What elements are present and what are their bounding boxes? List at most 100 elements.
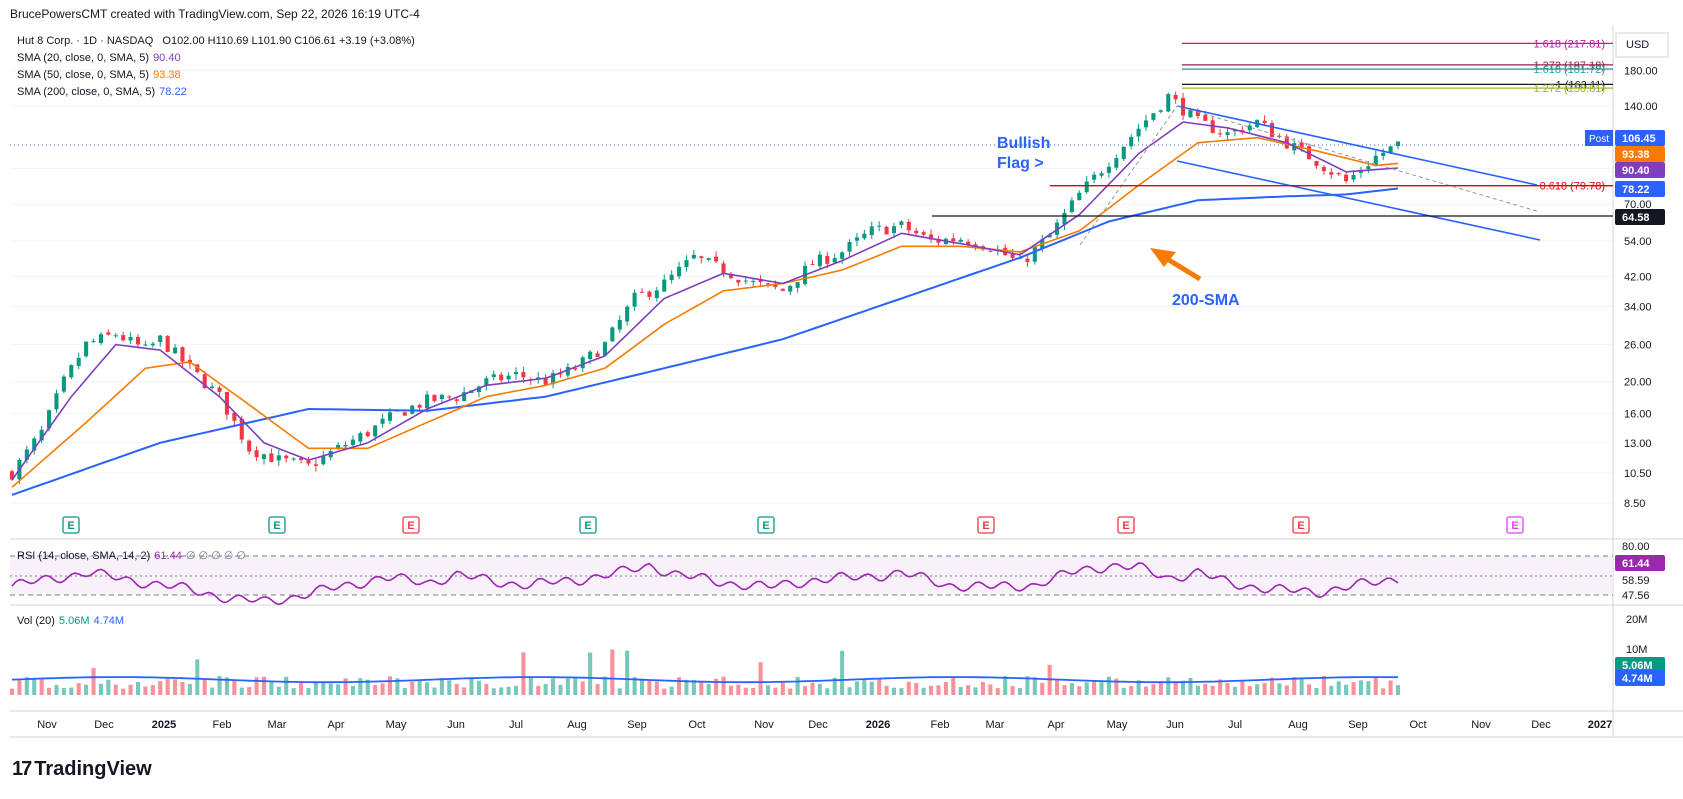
volume-label: Vol (20) bbox=[17, 615, 55, 627]
earnings-marker[interactable]: E bbox=[977, 516, 995, 534]
candle bbox=[350, 435, 355, 448]
volume-bar bbox=[543, 683, 548, 695]
volume-bar bbox=[854, 681, 859, 695]
volume-bar bbox=[106, 679, 111, 695]
candle bbox=[906, 218, 911, 235]
fib-label: 0.618 (79.78) bbox=[1540, 181, 1605, 193]
candle bbox=[736, 279, 741, 287]
currency-box bbox=[1615, 32, 1669, 58]
price-tick-label: 34.00 bbox=[1624, 302, 1652, 314]
earnings-marker[interactable]: E bbox=[62, 516, 80, 534]
candle bbox=[232, 412, 237, 426]
earnings-marker[interactable]: E bbox=[1117, 516, 1135, 534]
volume-bar bbox=[387, 676, 393, 695]
volume-bar bbox=[951, 677, 956, 695]
price-tick-label: 180.00 bbox=[1624, 65, 1658, 77]
chart-credit: BrucePowersCMT created with TradingView.… bbox=[10, 7, 420, 21]
candle bbox=[1158, 109, 1163, 114]
volume-bar bbox=[758, 662, 763, 695]
volume-bar bbox=[202, 679, 207, 695]
rsi-empty-values: ∅ ∅ ∅ ∅ ∅ bbox=[185, 550, 246, 562]
candle bbox=[69, 364, 74, 379]
symbol-name[interactable]: Hut 8 Corp. · 1D · NASDAQ bbox=[17, 35, 154, 47]
volume-bar bbox=[788, 688, 793, 695]
volume-bar bbox=[1329, 685, 1334, 695]
candle bbox=[61, 374, 66, 394]
candle bbox=[862, 229, 867, 241]
time-tick-label: Feb bbox=[931, 719, 950, 731]
volume-tick-label: 4.74M bbox=[1622, 673, 1653, 685]
candle bbox=[825, 251, 830, 269]
price-tick-label: 10.50 bbox=[1624, 468, 1652, 480]
volume-bar bbox=[743, 687, 748, 695]
candle bbox=[1062, 208, 1067, 231]
earnings-marker[interactable]: E bbox=[402, 516, 420, 534]
earnings-marker[interactable]: E bbox=[757, 516, 775, 534]
volume-bar bbox=[1351, 682, 1356, 695]
candle bbox=[1099, 170, 1104, 179]
svg-text:E: E bbox=[407, 520, 414, 532]
volume-bar bbox=[1077, 686, 1082, 695]
volume-bar bbox=[513, 685, 519, 695]
candle bbox=[1173, 91, 1178, 104]
candle bbox=[284, 454, 289, 463]
time-tick-label: 2026 bbox=[866, 719, 890, 731]
volume-bar bbox=[669, 686, 674, 695]
candle bbox=[247, 439, 252, 455]
time-tick-label: Jun bbox=[447, 719, 465, 731]
time-tick-label: Dec bbox=[94, 719, 114, 731]
svg-text:E: E bbox=[1297, 520, 1304, 532]
volume-bar bbox=[1151, 684, 1156, 695]
volume-bar bbox=[1381, 688, 1386, 695]
rsi-tick-label: 80.00 bbox=[1622, 541, 1650, 553]
earnings-marker[interactable]: E bbox=[579, 516, 597, 534]
tradingview-logo[interactable]: 17 TradingView bbox=[12, 758, 152, 780]
candle bbox=[1218, 129, 1223, 138]
sma-200-value: 78.22 bbox=[159, 86, 187, 98]
bullish-flag-label-2: Flag > bbox=[997, 155, 1044, 172]
candle bbox=[669, 270, 674, 284]
sma-20-legend[interactable]: SMA (20, close, 0, SMA, 5) 90.40 bbox=[17, 52, 181, 64]
price-tick-label: 16.00 bbox=[1624, 408, 1652, 420]
volume-bar bbox=[906, 681, 911, 695]
flag-lower-trendline bbox=[1176, 160, 1541, 241]
volume-bar bbox=[254, 677, 259, 695]
svg-text:Post: Post bbox=[1589, 134, 1609, 145]
earnings-marker[interactable]: E bbox=[1506, 516, 1524, 534]
volume-bar bbox=[491, 688, 496, 695]
sma-200-legend[interactable]: SMA (200, close, 0, SMA, 5) 78.22 bbox=[17, 86, 187, 98]
sma-50-legend[interactable]: SMA (50, close, 0, SMA, 5) 93.38 bbox=[17, 69, 181, 81]
currency-label[interactable]: USD bbox=[1626, 39, 1649, 51]
svg-text:64.58: 64.58 bbox=[1622, 212, 1650, 224]
volume-bar bbox=[195, 659, 200, 695]
candle bbox=[817, 251, 822, 269]
volume-bar bbox=[825, 688, 830, 695]
volume-bar bbox=[684, 679, 689, 695]
earnings-marker[interactable]: E bbox=[1292, 516, 1310, 534]
candle bbox=[602, 341, 607, 357]
volume-legend[interactable]: Vol (20) 5.06M 4.74M bbox=[17, 615, 124, 627]
volume-bar bbox=[373, 684, 378, 695]
time-tick-label: Aug bbox=[567, 719, 587, 731]
volume-bar bbox=[736, 684, 741, 695]
candle bbox=[499, 371, 504, 384]
volume-bar bbox=[1121, 687, 1126, 695]
earnings-marker[interactable]: E bbox=[268, 516, 286, 534]
price-scale[interactable]: 180.00140.0090.0070.0054.0042.0034.0026.… bbox=[1624, 65, 1658, 510]
time-scale[interactable]: Nov Dec 2025 Feb Mar Apr May Jun Jul Aug Sep Oct Nov… bbox=[37, 719, 1612, 731]
rsi-legend[interactable]: RSI (14, close, SMA, 14, 2) 61.44 ∅ ∅ ∅ ∅ … bbox=[17, 549, 246, 562]
volume-bar bbox=[929, 685, 934, 695]
volume-bar bbox=[165, 679, 170, 695]
time-tick-label: Nov bbox=[1471, 719, 1491, 731]
svg-text:78.22: 78.22 bbox=[1622, 184, 1650, 196]
candle bbox=[551, 369, 556, 389]
price-tick-label: 13.00 bbox=[1624, 438, 1652, 450]
sma-200-label: SMA (200, close, 0, SMA, 5) bbox=[17, 86, 156, 98]
volume-bar bbox=[1255, 684, 1260, 695]
candle bbox=[721, 260, 726, 278]
volume-bar bbox=[76, 683, 81, 695]
symbol-legend[interactable]: Hut 8 Corp. · 1D · NASDAQ O102.00 H110.6… bbox=[17, 35, 415, 47]
candle bbox=[1395, 141, 1401, 150]
volume-bar bbox=[1395, 685, 1401, 695]
